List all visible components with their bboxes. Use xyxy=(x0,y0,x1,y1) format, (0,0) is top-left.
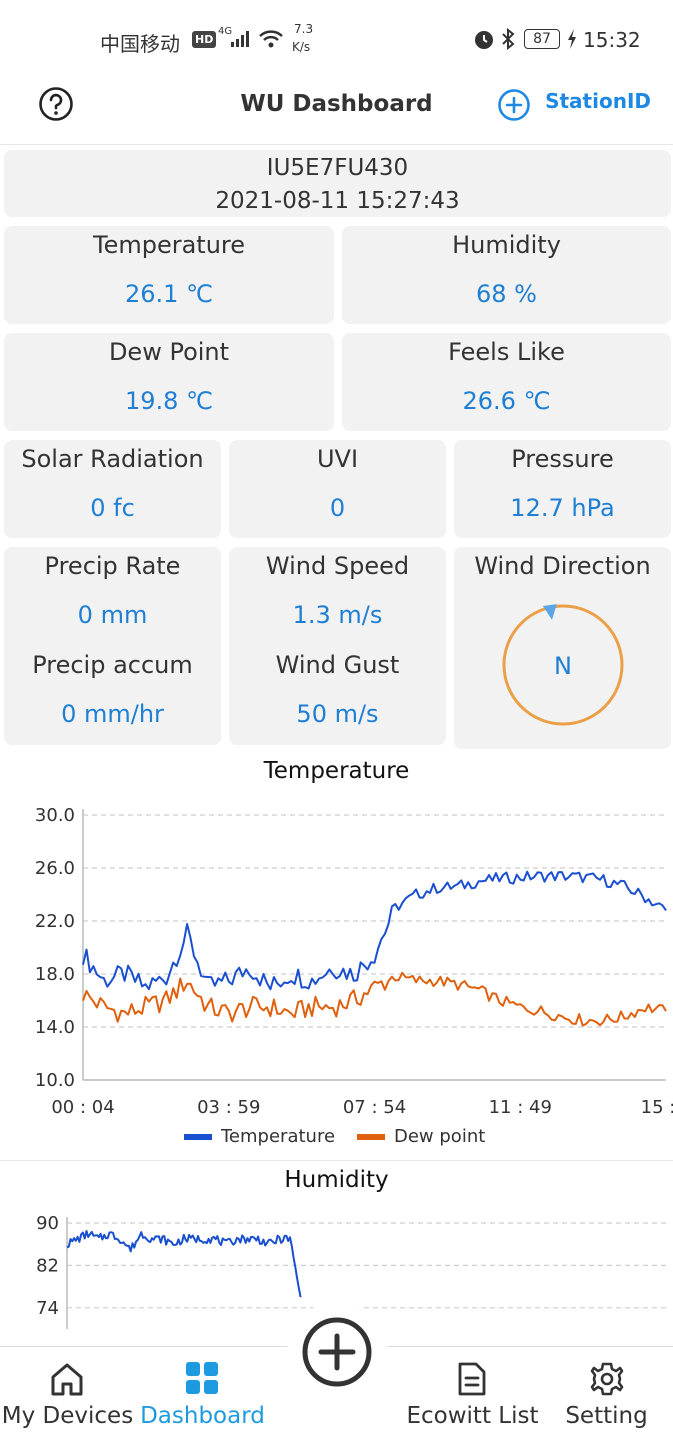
gear-icon xyxy=(590,1362,624,1396)
temperature-chart: 30.0 26.0 22.0 18.0 14.0 10.0 00 : 04 03 : 59 07… xyxy=(35,805,673,1147)
y-tick-label: 90 xyxy=(36,1213,59,1234)
humidity-chart: 90 82 74 xyxy=(36,1213,666,1329)
x-tick-label: 11 : 49 xyxy=(489,1097,552,1118)
y-tick-label: 14.0 xyxy=(35,1017,75,1038)
wind-card: Wind Speed 1.3 m/s Wind Gust 50 m/s xyxy=(229,547,446,745)
legend-swatch xyxy=(184,1134,212,1140)
dew-point-series-line xyxy=(82,971,667,1027)
wind-direction-value: N xyxy=(554,652,572,680)
dew-point-label: Dew Point xyxy=(108,338,230,366)
nav-dashboard[interactable]: Dashboard xyxy=(135,1347,270,1441)
y-tick-label: 22.0 xyxy=(35,911,75,932)
nav-dashboard-label: Dashboard xyxy=(140,1403,265,1429)
precip-accum-value: 0 mm/hr xyxy=(61,700,164,728)
wind-direction-card: Wind Direction N xyxy=(454,547,671,749)
net-speed-unit: K/s xyxy=(292,40,311,54)
humidity-chart-title: Humidity xyxy=(284,1167,389,1193)
feels-like-label: Feels Like xyxy=(448,338,565,366)
compass-ring xyxy=(502,604,624,726)
uvi-label: UVI xyxy=(316,445,359,473)
humidity-series-line xyxy=(66,1230,302,1298)
hd-badge: HD xyxy=(192,31,217,48)
precip-accum-label: Precip accum xyxy=(32,651,193,679)
legend-swatch xyxy=(357,1134,385,1140)
dew-point-card: Dew Point 19.8 ℃ xyxy=(4,333,334,431)
station-id: IU5E7FU430 xyxy=(266,155,409,181)
station-id-button[interactable]: StationID xyxy=(545,89,651,113)
humidity-label: Humidity xyxy=(452,231,561,259)
observation-datetime: 2021-08-11 15:27:43 xyxy=(215,188,460,214)
home-icon xyxy=(51,1363,83,1396)
precip-rate-value: 0 mm xyxy=(77,601,148,629)
wind-direction-label: Wind Direction xyxy=(474,552,651,580)
pressure-card: Pressure 12.7 hPa xyxy=(454,440,671,538)
humidity-card: Humidity 68 % xyxy=(342,226,671,324)
plus-icon xyxy=(302,1317,372,1387)
nav-my-devices[interactable]: My Devices xyxy=(0,1347,135,1441)
legend-label: Dew point xyxy=(394,1126,485,1147)
y-tick-label: 10.0 xyxy=(35,1070,75,1091)
solar-radiation-label: Solar Radiation xyxy=(21,445,204,473)
plus-circle-icon[interactable] xyxy=(497,88,531,122)
y-tick-label: 26.0 xyxy=(35,858,75,879)
wind-gust-label: Wind Gust xyxy=(275,651,400,679)
temperature-value: 26.1 ℃ xyxy=(124,280,214,308)
chart-divider xyxy=(0,1160,673,1161)
page-title: WU Dashboard xyxy=(240,91,433,117)
x-tick-label: 07 : 54 xyxy=(343,1097,406,1118)
y-tick-label: 30.0 xyxy=(35,805,75,826)
precip-rate-label: Precip Rate xyxy=(44,552,181,580)
x-tick-label: 15 : 24 xyxy=(641,1097,673,1118)
nav-ecowitt-list-label: Ecowitt List xyxy=(406,1403,539,1429)
wind-gust-value: 50 m/s xyxy=(296,700,379,728)
x-tick-label: 03 : 59 xyxy=(197,1097,260,1118)
wind-speed-label: Wind Speed xyxy=(265,552,410,580)
wifi-icon xyxy=(259,30,283,48)
solar-radiation-card: Solar Radiation 0 fc xyxy=(4,440,221,538)
temperature-chart-title: Temperature xyxy=(263,758,410,784)
network-type: 4G xyxy=(218,26,233,37)
nav-ecowitt-list[interactable]: Ecowitt List xyxy=(405,1347,540,1441)
wind-speed-value: 1.3 m/s xyxy=(292,601,383,629)
legend-label: Temperature xyxy=(220,1126,335,1147)
signal-icon xyxy=(231,31,249,47)
wind-compass: N xyxy=(502,604,624,726)
bluetooth-icon xyxy=(502,27,515,51)
feels-like-value: 26.6 ℃ xyxy=(462,387,551,415)
add-button[interactable] xyxy=(287,1302,387,1402)
nav-setting-label: Setting xyxy=(565,1403,648,1429)
dew-point-value: 19.8 ℃ xyxy=(124,387,214,415)
carrier-name: 中国移动 xyxy=(100,32,180,56)
app-header: WU Dashboard StationID xyxy=(0,78,673,145)
nav-setting[interactable]: Setting xyxy=(540,1347,673,1441)
y-tick-label: 74 xyxy=(36,1298,59,1319)
station-info-card: IU5E7FU430 2021-08-11 15:27:43 xyxy=(4,150,671,217)
alarm-icon xyxy=(475,31,493,49)
temperature-series-line xyxy=(82,870,667,991)
uvi-card: UVI 0 xyxy=(229,440,446,538)
pressure-label: Pressure xyxy=(511,445,614,473)
y-tick-label: 82 xyxy=(36,1255,59,1276)
temperature-card: Temperature 26.1 ℃ xyxy=(4,226,334,324)
document-icon xyxy=(458,1362,486,1396)
humidity-value: 68 % xyxy=(476,280,537,308)
clock: 15:32 xyxy=(583,28,641,52)
solar-radiation-value: 0 fc xyxy=(90,494,135,522)
wind-direction-arrow-icon xyxy=(542,604,557,620)
help-circle-icon[interactable] xyxy=(38,86,74,122)
charging-icon xyxy=(568,29,576,49)
status-bar: 中国移动 HD 4G 7.3 K/s 87 15:32 xyxy=(0,0,673,78)
x-tick-label: 00 : 04 xyxy=(51,1097,114,1118)
pressure-value: 12.7 hPa xyxy=(510,494,615,522)
nav-my-devices-label: My Devices xyxy=(1,1403,134,1429)
net-speed-value: 7.3 xyxy=(294,22,314,36)
grid-icon xyxy=(186,1362,218,1394)
battery-indicator: 87 xyxy=(524,29,560,49)
temperature-label: Temperature xyxy=(92,231,246,259)
uvi-value: 0 xyxy=(329,494,346,522)
precipitation-card: Precip Rate 0 mm Precip accum 0 mm/hr xyxy=(4,547,221,745)
feels-like-card: Feels Like 26.6 ℃ xyxy=(342,333,671,431)
y-tick-label: 18.0 xyxy=(35,964,75,985)
